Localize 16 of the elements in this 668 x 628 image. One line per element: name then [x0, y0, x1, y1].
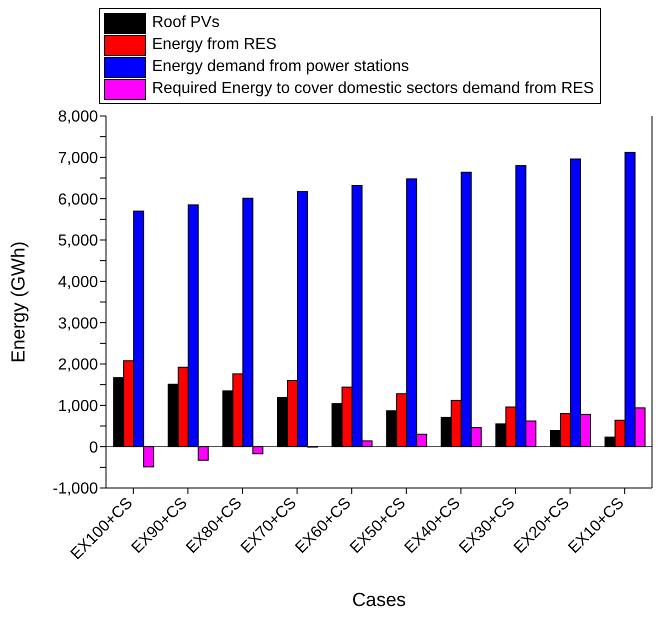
y-axis-title: Energy (GWh)	[8, 241, 30, 363]
y-tick-label: 3,000	[58, 315, 98, 332]
y-tick-label: 0	[89, 439, 98, 456]
y-tick-label: -1,000	[52, 480, 98, 498]
legend-label: Energy from RES	[152, 35, 276, 55]
y-tick-label: 8,000	[58, 108, 98, 126]
y-tick-label: 6,000	[58, 191, 98, 208]
x-axis-title: Cases	[352, 590, 406, 611]
y-tick-label: 5,000	[58, 232, 98, 250]
legend-label: Required Energy to cover domestic sectors demand from RES	[152, 79, 594, 99]
legend-label: Energy demand from power stations	[152, 57, 410, 77]
y-tick-label: 7,000	[58, 150, 98, 168]
y-tick-label: 1,000	[58, 398, 98, 416]
y-tick-label: 2,000	[58, 356, 98, 374]
legend-label: Roof PVs	[152, 13, 220, 33]
y-tick-label: 4,000	[58, 274, 98, 292]
